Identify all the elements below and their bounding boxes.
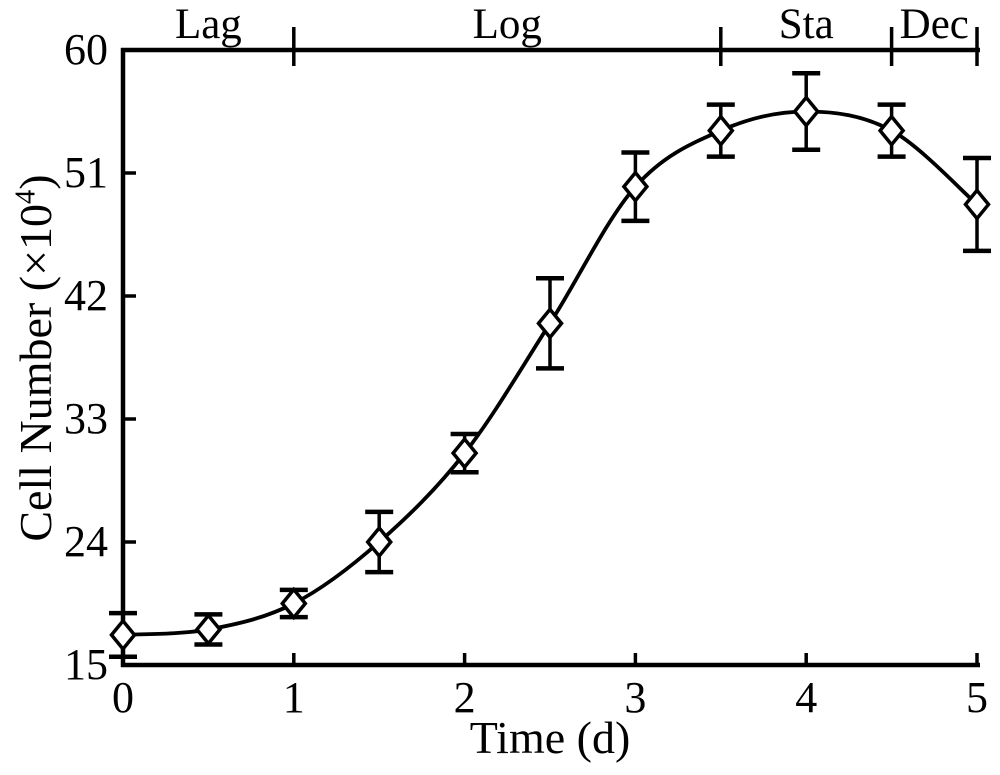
data-point-diamond xyxy=(621,169,650,204)
phase-label-sta: Sta xyxy=(778,1,834,48)
y-axis-title-closing-paren: ) xyxy=(10,174,61,190)
x-tick-label-1: 1 xyxy=(282,673,305,722)
data-point-diamond xyxy=(365,525,393,559)
data-point-diamond xyxy=(963,187,991,222)
x-tick-label-4: 4 xyxy=(795,673,818,722)
phase-label-dec: Dec xyxy=(899,1,969,48)
data-point-diamond xyxy=(280,586,308,621)
x-tick-label-5: 5 xyxy=(966,673,988,722)
y-axis-title-text: Cell Number (×10 xyxy=(10,203,61,542)
x-tick-label-2: 2 xyxy=(453,673,476,722)
data-point-diamond xyxy=(109,618,137,652)
y-axis-title: Cell Number (×104) xyxy=(8,78,64,638)
growth-curve-line xyxy=(122,109,979,637)
y-tick-label-15: 15 xyxy=(64,640,108,689)
data-point-diamond xyxy=(877,113,906,148)
x-tick-label-0: 0 xyxy=(112,673,134,722)
y-tick-label-51: 51 xyxy=(64,148,108,197)
data-point-diamond xyxy=(792,94,820,129)
data-point-diamond xyxy=(536,306,564,341)
data-point-diamond xyxy=(450,436,479,470)
y-tick-label-24: 24 xyxy=(64,517,108,566)
y-tick-label-60: 60 xyxy=(64,25,108,74)
data-point-diamond xyxy=(707,113,735,148)
y-tick-label-42: 42 xyxy=(64,271,108,320)
x-axis-title: Time (d) xyxy=(469,712,631,763)
phase-label-lag: Lag xyxy=(174,1,242,48)
phase-label-log: Log xyxy=(472,1,542,48)
y-tick-label-33: 33 xyxy=(64,394,108,443)
y-axis-title-exponent: 4 xyxy=(10,189,42,204)
x-tick-label-3: 3 xyxy=(624,673,647,722)
data-point-diamond xyxy=(194,612,223,647)
